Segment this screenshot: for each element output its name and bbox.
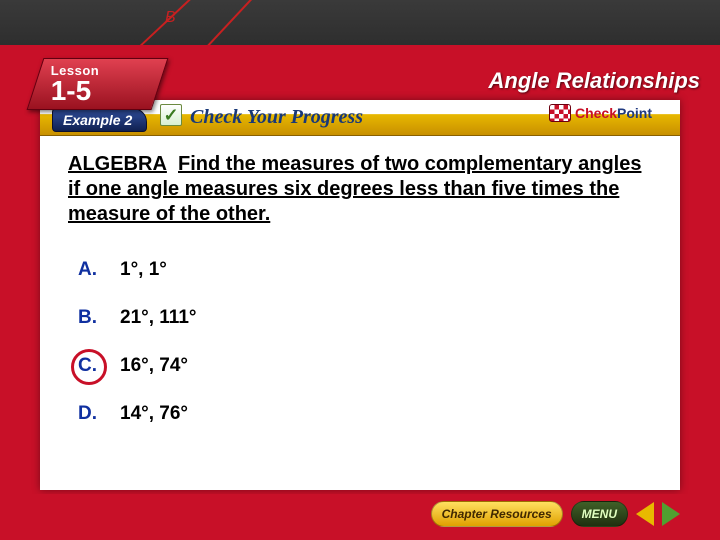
checkpoint-blue: Point	[617, 105, 652, 121]
choice-a[interactable]: A. 1°, 1°	[78, 259, 680, 281]
question-block: ALGEBRA Find the measures of two complem…	[40, 136, 680, 227]
checkmark-icon: ✓	[160, 104, 182, 126]
choice-text: 1°, 1°	[120, 259, 167, 281]
checkered-flag-icon	[549, 104, 571, 122]
menu-button[interactable]: MENU	[571, 501, 628, 527]
footer-bar: Chapter Resources MENU	[30, 494, 690, 534]
answer-choices: A. 1°, 1° B. 21°, 111° C. 16°, 74° D. 14…	[40, 227, 680, 425]
choice-letter: C.	[78, 355, 106, 377]
checkpoint-badge: CheckPoint	[549, 104, 652, 122]
choice-text: 14°, 76°	[120, 403, 188, 425]
checkpoint-red: Check	[575, 105, 617, 121]
checkpoint-text: CheckPoint	[575, 105, 652, 121]
choice-c[interactable]: C. 16°, 74°	[78, 355, 680, 377]
question-topic: ALGEBRA	[68, 153, 167, 175]
page-frame: Lesson 1-5 Angle Relationships Example 2…	[0, 45, 720, 540]
svg-text:B: B	[165, 9, 176, 26]
lesson-tab: Lesson 1-5	[27, 58, 169, 110]
example-pill: Example 2	[52, 108, 147, 132]
choice-d[interactable]: D. 14°, 76°	[78, 403, 680, 425]
content-card: Lesson 1-5 Angle Relationships Example 2…	[40, 100, 680, 490]
choice-letter: A.	[78, 259, 106, 281]
choice-text: 21°, 111°	[120, 307, 197, 329]
lesson-number: 1-5	[51, 78, 160, 105]
chapter-resources-button[interactable]: Chapter Resources	[431, 501, 563, 527]
prev-arrow-icon[interactable]	[636, 502, 654, 526]
check-progress-label: Check Your Progress	[190, 106, 363, 129]
choice-b[interactable]: B. 21°, 111°	[78, 307, 680, 329]
choice-text: 16°, 74°	[120, 355, 188, 377]
choice-letter: B.	[78, 307, 106, 329]
next-arrow-icon[interactable]	[662, 502, 680, 526]
choice-letter: D.	[78, 403, 106, 425]
chapter-title: Angle Relationships	[489, 68, 700, 94]
